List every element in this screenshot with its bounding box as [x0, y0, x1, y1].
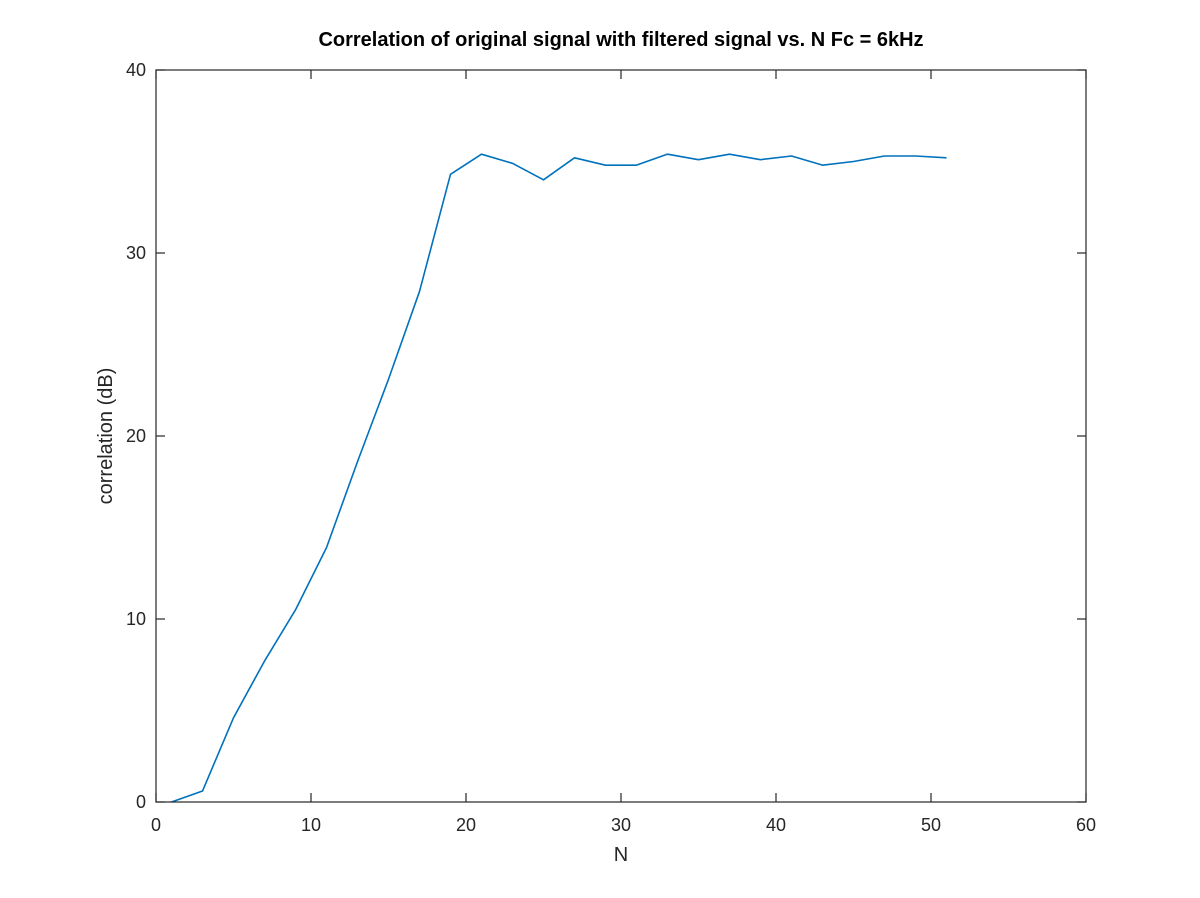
- y-tick-label: 0: [136, 792, 146, 812]
- axes-frame: [155, 69, 1087, 803]
- series-layer: [171, 153, 947, 803]
- x-axis-label: N: [614, 844, 628, 866]
- x-tick-label: 40: [766, 815, 786, 835]
- axis-ticks: 0 10 20 30 40 50 60 0 10 20 30 40: [126, 60, 1096, 835]
- y-tick-label: 20: [126, 426, 146, 446]
- y-tick-label: 10: [126, 609, 146, 629]
- y-tick-label: 30: [126, 243, 146, 263]
- x-tick-label: 30: [611, 815, 631, 835]
- x-tick-label: 0: [151, 815, 161, 835]
- x-tick-label: 60: [1076, 815, 1096, 835]
- y-tick-label: 40: [126, 60, 146, 80]
- y-axis-label: correlation (dB): [95, 368, 117, 505]
- chart-title: Correlation of original signal with filt…: [318, 29, 923, 51]
- x-tick-label: 10: [301, 815, 321, 835]
- x-tick-label: 50: [921, 815, 941, 835]
- series-line: [171, 153, 947, 803]
- x-tick-label: 20: [456, 815, 476, 835]
